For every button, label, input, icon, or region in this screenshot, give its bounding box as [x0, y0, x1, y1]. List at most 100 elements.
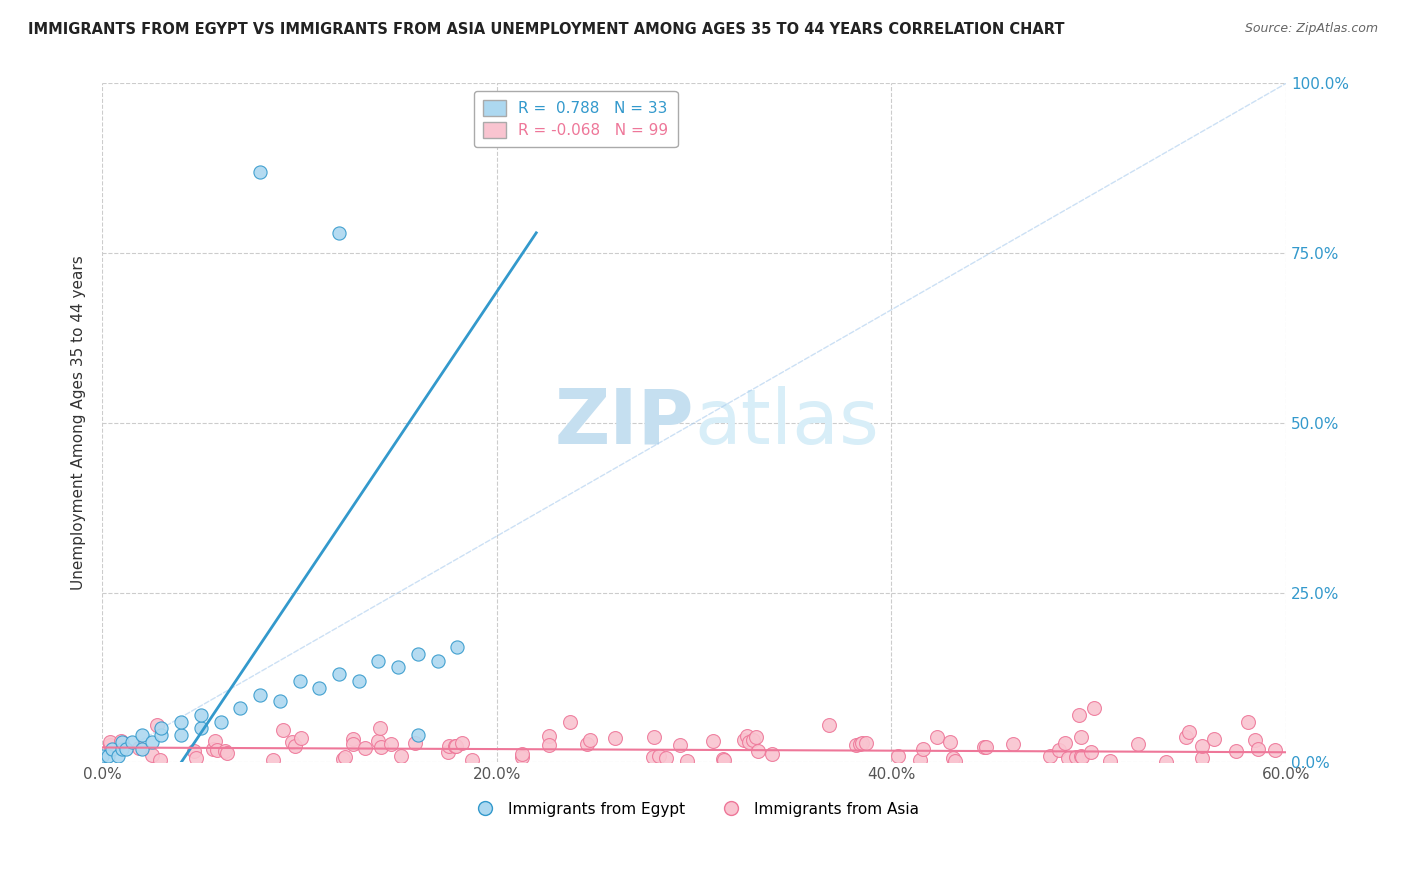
Point [761, 747, 783, 761]
Point [1064, 750, 1087, 764]
Point [845, 739, 868, 753]
Point [115, 742, 138, 756]
Point [512, 747, 534, 762]
Point [818, 718, 841, 732]
Legend: Immigrants from Egypt, Immigrants from Asia: Immigrants from Egypt, Immigrants from A… [464, 796, 925, 822]
Point [451, 736, 474, 750]
Point [702, 734, 724, 748]
Point [461, 753, 484, 767]
Point [146, 718, 169, 732]
Point [342, 732, 364, 747]
Point [97, 748, 120, 763]
Point [131, 742, 153, 756]
Point [150, 722, 173, 736]
Point [342, 738, 364, 752]
Point [745, 730, 768, 744]
Point [249, 688, 271, 702]
Point [141, 735, 163, 749]
Point [939, 735, 962, 749]
Point [1202, 732, 1225, 747]
Point [1264, 743, 1286, 757]
Point [280, 735, 302, 749]
Point [676, 755, 699, 769]
Point [184, 751, 207, 765]
Point [273, 723, 295, 737]
Point [1070, 748, 1092, 763]
Point [908, 753, 931, 767]
Point [170, 728, 193, 742]
Point [141, 748, 163, 763]
Point [443, 739, 465, 753]
Point [1083, 701, 1105, 715]
Point [912, 742, 935, 756]
Point [733, 733, 755, 747]
Point [1070, 731, 1092, 745]
Point [974, 739, 997, 754]
Point [107, 748, 129, 763]
Point [98, 738, 121, 752]
Point [1057, 751, 1080, 765]
Point [332, 752, 354, 766]
Point [973, 739, 995, 754]
Point [367, 734, 389, 748]
Point [406, 728, 429, 742]
Point [510, 749, 533, 764]
Y-axis label: Unemployment Among Ages 35 to 44 years: Unemployment Among Ages 35 to 44 years [72, 256, 86, 591]
Point [111, 735, 134, 749]
Point [1080, 745, 1102, 759]
Point [655, 751, 678, 765]
Point [328, 667, 350, 681]
Point [288, 673, 311, 688]
Point [202, 741, 225, 756]
Point [98, 734, 121, 748]
Point [190, 707, 212, 722]
Point [537, 738, 560, 752]
Point [643, 749, 665, 764]
Point [214, 744, 236, 758]
Point [925, 730, 948, 744]
Text: atlas: atlas [695, 386, 879, 460]
Point [389, 748, 412, 763]
Point [855, 736, 877, 750]
Point [262, 753, 284, 767]
Point [437, 745, 460, 759]
Point [131, 728, 153, 742]
Point [209, 714, 232, 729]
Point [204, 733, 226, 747]
Point [747, 744, 769, 758]
Point [353, 741, 375, 756]
Point [205, 742, 228, 756]
Point [426, 654, 449, 668]
Point [110, 734, 132, 748]
Point [284, 739, 307, 753]
Point [150, 728, 173, 742]
Point [647, 749, 669, 764]
Point [1174, 730, 1197, 744]
Point [669, 739, 692, 753]
Point [849, 737, 872, 751]
Point [149, 753, 172, 767]
Text: IMMIGRANTS FROM EGYPT VS IMMIGRANTS FROM ASIA UNEMPLOYMENT AMONG AGES 35 TO 44 Y: IMMIGRANTS FROM EGYPT VS IMMIGRANTS FROM… [28, 22, 1064, 37]
Point [446, 640, 468, 654]
Point [91, 748, 114, 763]
Point [404, 736, 426, 750]
Point [111, 742, 134, 756]
Point [1047, 743, 1070, 757]
Point [444, 739, 467, 753]
Point [713, 753, 735, 767]
Point [560, 714, 582, 729]
Point [183, 744, 205, 758]
Point [1126, 737, 1149, 751]
Point [1244, 732, 1267, 747]
Point [711, 751, 734, 765]
Text: Source: ZipAtlas.com: Source: ZipAtlas.com [1244, 22, 1378, 36]
Point [578, 732, 600, 747]
Point [576, 737, 599, 751]
Point [887, 749, 910, 764]
Point [537, 729, 560, 743]
Point [943, 754, 966, 768]
Point [1225, 743, 1247, 757]
Point [128, 741, 150, 756]
Point [367, 654, 389, 668]
Point [370, 740, 392, 755]
